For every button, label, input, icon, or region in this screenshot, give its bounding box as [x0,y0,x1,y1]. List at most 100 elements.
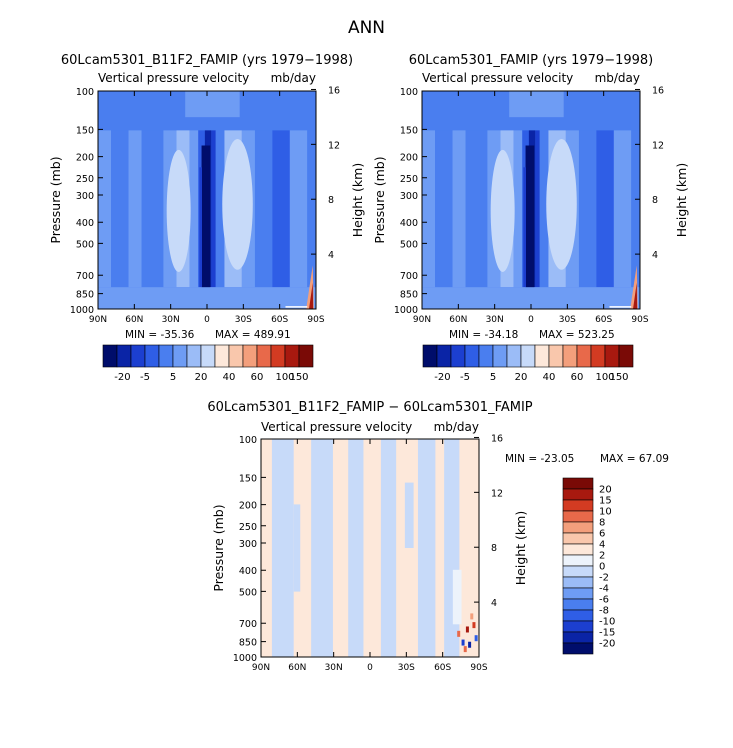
field-band [578,130,597,288]
x-tick-label: 30S [235,315,252,325]
colorbar-label: 15 [599,496,612,507]
field-antarctic-feature [474,635,478,642]
field-band [596,130,614,288]
y-tick-label: 850 [239,638,257,649]
field-boundary-layer [422,287,640,309]
colorbar-box [562,576,594,589]
colorbar-label: 2 [599,551,605,562]
colorbar-label: -15 [599,628,615,639]
colorbar-label: -20 [114,372,130,383]
y-tick-label: 200 [76,153,94,164]
field-negative-patch [293,504,301,592]
y-right-axis-title: Height (km) [350,163,365,237]
colorbar-box [562,554,594,567]
y-tick-label: 250 [239,522,257,533]
field-band [613,130,632,288]
colorbar-label: 5 [170,372,176,383]
y-right-tick-label: 12 [652,140,664,151]
y-tick-label: 200 [239,501,257,512]
field-antarctic-feature [461,639,465,646]
y-tick-label: 400 [76,218,94,229]
field-band [465,130,488,288]
x-tick-label: 0 [204,315,210,325]
colorbar-box [618,344,634,368]
x-tick-label: 60N [449,315,467,325]
y-tick-label: 400 [400,218,418,229]
y-tick-label: 500 [239,587,257,598]
field-upper-light [185,91,240,118]
panel-title: 60Lcam5301_B11F2_FAMIP − 60Lcam5301_FAMI… [207,400,532,415]
x-tick-label: 60S [434,663,451,673]
x-tick-label: 30N [486,315,504,325]
field-band [189,130,199,288]
colorbar-label: 100 [275,372,294,383]
x-tick-label: 90N [89,315,107,325]
colorbar-box [562,521,594,534]
x-tick-label: 30N [325,663,343,673]
panel-subtitle-left: Vertical pressure velocity [98,71,249,85]
max-value: MAX = 489.91 [215,329,291,341]
field-band [128,130,142,288]
field-band [307,130,316,288]
field-antarctic-strong [309,282,314,309]
y-tick-label: 250 [400,174,418,185]
field-boundary-layer [98,287,316,309]
colorbar-box [562,499,594,512]
x-tick-label: 30N [162,315,180,325]
panel-title: 60Lcam5301_B11F2_FAMIP (yrs 1979−1998) [61,53,353,68]
colorbar-label: 0 [599,562,605,573]
field-band [513,130,523,288]
y-axis-title: Pressure (mb) [48,156,63,243]
y-right-tick-label: 12 [491,488,503,499]
x-tick-label: 0 [367,663,373,673]
field-negative-band [271,439,294,657]
main-title: ANN [347,18,386,38]
colorbar-label: 150 [289,372,308,383]
y-tick-label: 1000 [394,305,418,316]
y-tick-label: 700 [400,271,418,282]
field-negative-band [348,439,364,657]
colorbar-box [562,620,594,633]
y-axis-title: Pressure (mb) [372,156,387,243]
y-right-tick-label: 4 [652,250,658,261]
colorbar-box [562,642,594,655]
y-tick-label: 700 [76,271,94,282]
colorbar-label: -5 [140,372,150,383]
colorbar-box [562,543,594,556]
x-tick-label: 60S [595,315,612,325]
panel-subtitle-right: mb/day [434,420,479,434]
y-right-tick-label: 8 [491,543,497,554]
colorbar-label: 60 [571,372,584,383]
field-itcz-core [201,145,211,303]
field-negative-band [311,439,333,657]
y-tick-label: 250 [76,174,94,185]
field-band [289,130,308,288]
y-tick-label: 400 [239,566,257,577]
field-band [422,130,436,288]
panel-subtitle-left: Vertical pressure velocity [261,420,412,434]
y-tick-label: 1000 [233,653,257,664]
field-band [141,130,164,288]
colorbar-label: -20 [434,372,450,383]
panel-subtitle-right: mb/day [595,71,640,85]
colorbar-label: -4 [599,584,609,595]
x-tick-label: 60N [125,315,143,325]
x-tick-label: 90S [307,315,324,325]
field-itcz-edge [523,167,526,288]
x-tick-label: 90N [413,315,431,325]
colorbar-label: 4 [599,540,605,551]
field-antarctic-feature [472,622,476,629]
min-value: MIN = -34.18 [449,329,518,341]
field-negative-patch [404,482,414,548]
field-antarctic-strong [633,282,638,309]
y-axis-title: Pressure (mb) [211,504,226,591]
panel-subtitle-right: mb/day [271,71,316,85]
field-upper-light [509,91,564,118]
y-tick-label: 300 [400,191,418,202]
field-negative-band [380,439,397,657]
colorbar-box [562,565,594,578]
x-tick-label: 90N [252,663,270,673]
heatmap-field [422,91,640,309]
